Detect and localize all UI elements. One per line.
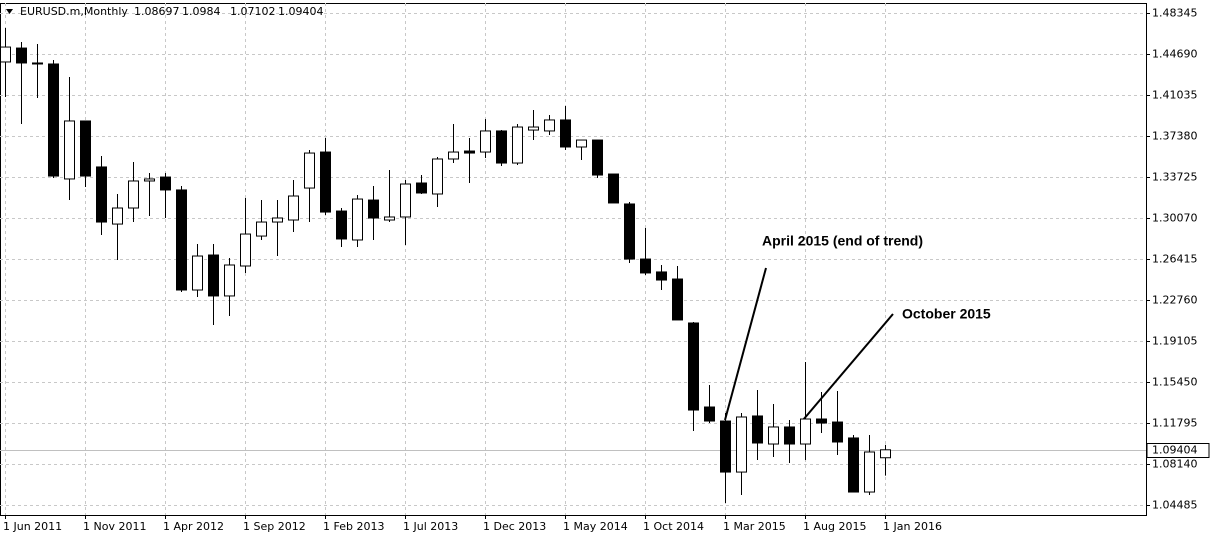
y-tick-label: 1.30070	[1152, 212, 1198, 225]
candle-body	[480, 130, 491, 153]
y-tick-label: 1.08140	[1152, 458, 1198, 471]
x-tick-label: 1 May 2014	[563, 520, 628, 533]
candle-body	[608, 173, 619, 204]
candle-body	[192, 255, 203, 291]
candle-body	[16, 47, 27, 64]
y-tick-label: 1.44690	[1152, 48, 1198, 61]
x-tick-label: 1 Feb 2013	[323, 520, 384, 533]
y-tick-label: 1.37380	[1152, 130, 1198, 143]
price-label: 1.09404	[1152, 444, 1198, 457]
candle-body	[752, 415, 763, 444]
x-tick-label: 1 Aug 2015	[803, 520, 866, 533]
candle-body	[512, 126, 523, 164]
candle-body	[768, 426, 779, 445]
candle-body	[336, 210, 347, 240]
candle-body	[704, 406, 715, 422]
annotation: April 2015 (end of trend)	[762, 233, 923, 249]
candle-body	[848, 437, 859, 493]
candle-body	[64, 120, 75, 180]
x-tick-label: 1 Oct 2014	[643, 520, 704, 533]
candle-body	[544, 119, 555, 132]
candle-body	[0, 46, 11, 63]
candle-body	[48, 63, 59, 177]
y-tick-label: 1.33725	[1152, 171, 1198, 184]
y-tick-label: 1.15450	[1152, 376, 1198, 389]
candle-body	[208, 254, 219, 297]
candle-body	[880, 449, 891, 459]
candle-body	[240, 233, 251, 267]
y-tick-label: 1.19105	[1152, 335, 1198, 348]
x-tick-label: 1 Jul 2013	[403, 520, 458, 533]
candle-body	[288, 195, 299, 221]
x-tick-label: 1 Jan 2016	[883, 520, 942, 533]
candle-body	[416, 182, 427, 194]
candle-body	[160, 176, 171, 191]
candle-body	[352, 198, 363, 241]
candle-body	[32, 62, 43, 65]
candle-body	[464, 150, 475, 154]
candle-body	[640, 258, 651, 274]
candle-body	[368, 199, 379, 219]
x-tick-label: 1 Mar 2015	[723, 520, 786, 533]
candle-body	[256, 221, 267, 237]
candle-body	[688, 322, 699, 411]
x-tick-label: 1 Nov 2011	[83, 520, 146, 533]
candle-body	[224, 264, 235, 297]
header-open: 1.08697	[134, 5, 180, 18]
candle-body	[624, 203, 635, 260]
candle-body	[432, 158, 443, 195]
annotation: October 2015	[902, 306, 991, 322]
candle-body	[400, 183, 411, 218]
candle-body	[720, 420, 731, 473]
candle-body	[864, 451, 875, 493]
candle-body	[800, 418, 811, 445]
header-high: 1.0984	[182, 5, 221, 18]
annotation-pointer	[802, 313, 894, 421]
x-tick-label: 1 Apr 2012	[163, 520, 224, 533]
candle-body	[592, 139, 603, 176]
candle-body	[528, 126, 539, 131]
candle-body	[576, 139, 587, 148]
price-label-box	[1146, 443, 1210, 458]
candle-body	[816, 418, 827, 424]
annotation-pointer	[724, 267, 767, 421]
candle-body	[832, 421, 843, 443]
y-tick-label: 1.11795	[1152, 417, 1198, 430]
y-tick-label: 1.04485	[1152, 499, 1198, 512]
candle-body	[304, 152, 315, 189]
candle-body	[448, 151, 459, 160]
candle-body	[272, 217, 283, 223]
candle-body	[496, 130, 507, 164]
header-close: 1.09404	[278, 5, 324, 18]
candle-body	[320, 151, 331, 213]
x-tick-label: 1 Jun 2011	[3, 520, 62, 533]
x-tick-label: 1 Sep 2012	[243, 520, 306, 533]
candle-body	[560, 119, 571, 148]
y-tick-label: 1.41035	[1152, 89, 1198, 102]
candle-body	[112, 207, 123, 225]
collapse-icon	[6, 9, 13, 14]
candle-body	[176, 189, 187, 291]
header-low: 1.07102	[230, 5, 276, 18]
candle-body	[128, 180, 139, 209]
candle-body	[80, 120, 91, 177]
y-tick-label: 1.22760	[1152, 294, 1198, 307]
candle-body	[656, 271, 667, 281]
candle-body	[736, 416, 747, 473]
symbol-label: EURUSD.m,Monthly	[20, 5, 128, 18]
y-tick-label: 1.48345	[1152, 7, 1198, 20]
candle-body	[144, 178, 155, 182]
candle-body	[784, 426, 795, 445]
candle-body	[96, 166, 107, 223]
y-tick-label: 1.26415	[1152, 253, 1198, 266]
candle-body	[384, 216, 395, 221]
candle-body	[672, 278, 683, 321]
x-tick-label: 1 Dec 2013	[483, 520, 546, 533]
